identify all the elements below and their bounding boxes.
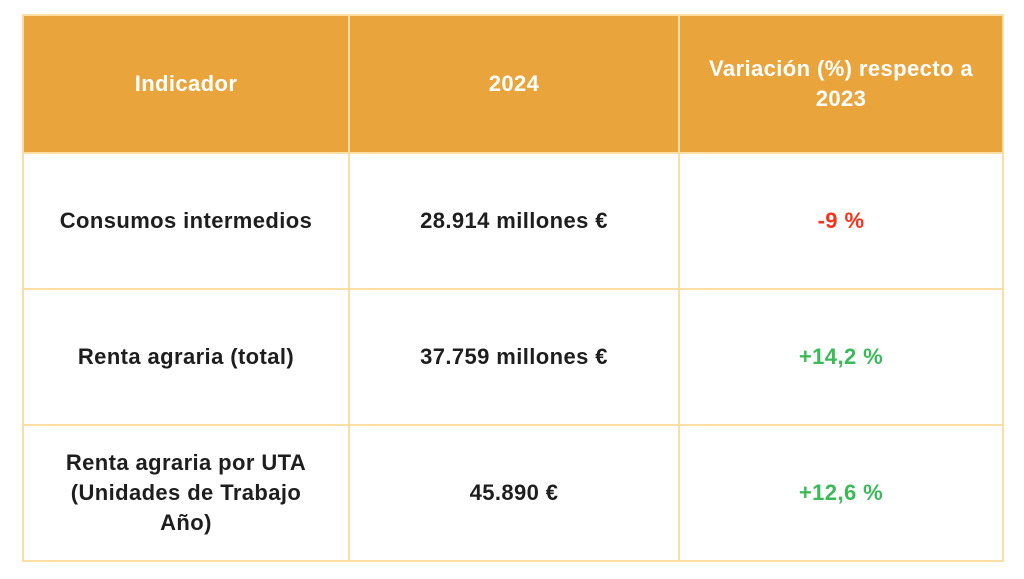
variation-cell: +14,2 % bbox=[678, 288, 1004, 426]
column-header-variation: Variación (%) respecto a 2023 bbox=[678, 14, 1004, 154]
value-2024-cell: 37.759 millones € bbox=[348, 288, 680, 426]
column-header-2024: 2024 bbox=[348, 14, 680, 154]
indicator-cell: Consumos intermedios bbox=[22, 152, 350, 290]
indicator-cell: Renta agraria por UTA (Unidades de Traba… bbox=[22, 424, 350, 562]
table-row: Renta agraria (total) 37.759 millones € … bbox=[22, 288, 1004, 426]
value-2024-cell: 45.890 € bbox=[348, 424, 680, 562]
variation-cell: -9 % bbox=[678, 152, 1004, 290]
header-row: Indicador 2024 Variación (%) respecto a … bbox=[22, 14, 1004, 154]
table-body: Consumos intermedios 28.914 millones € -… bbox=[22, 152, 1004, 562]
table-row: Consumos intermedios 28.914 millones € -… bbox=[22, 152, 1004, 290]
variation-cell: +12,6 % bbox=[678, 424, 1004, 562]
table-header: Indicador 2024 Variación (%) respecto a … bbox=[22, 14, 1004, 154]
column-header-indicator: Indicador bbox=[22, 14, 350, 154]
agrarian-income-indicators-table: Indicador 2024 Variación (%) respecto a … bbox=[22, 14, 1004, 562]
table-row: Renta agraria por UTA (Unidades de Traba… bbox=[22, 424, 1004, 562]
indicator-cell: Renta agraria (total) bbox=[22, 288, 350, 426]
indicators-table-container: Indicador 2024 Variación (%) respecto a … bbox=[22, 14, 1004, 562]
value-2024-cell: 28.914 millones € bbox=[348, 152, 680, 290]
